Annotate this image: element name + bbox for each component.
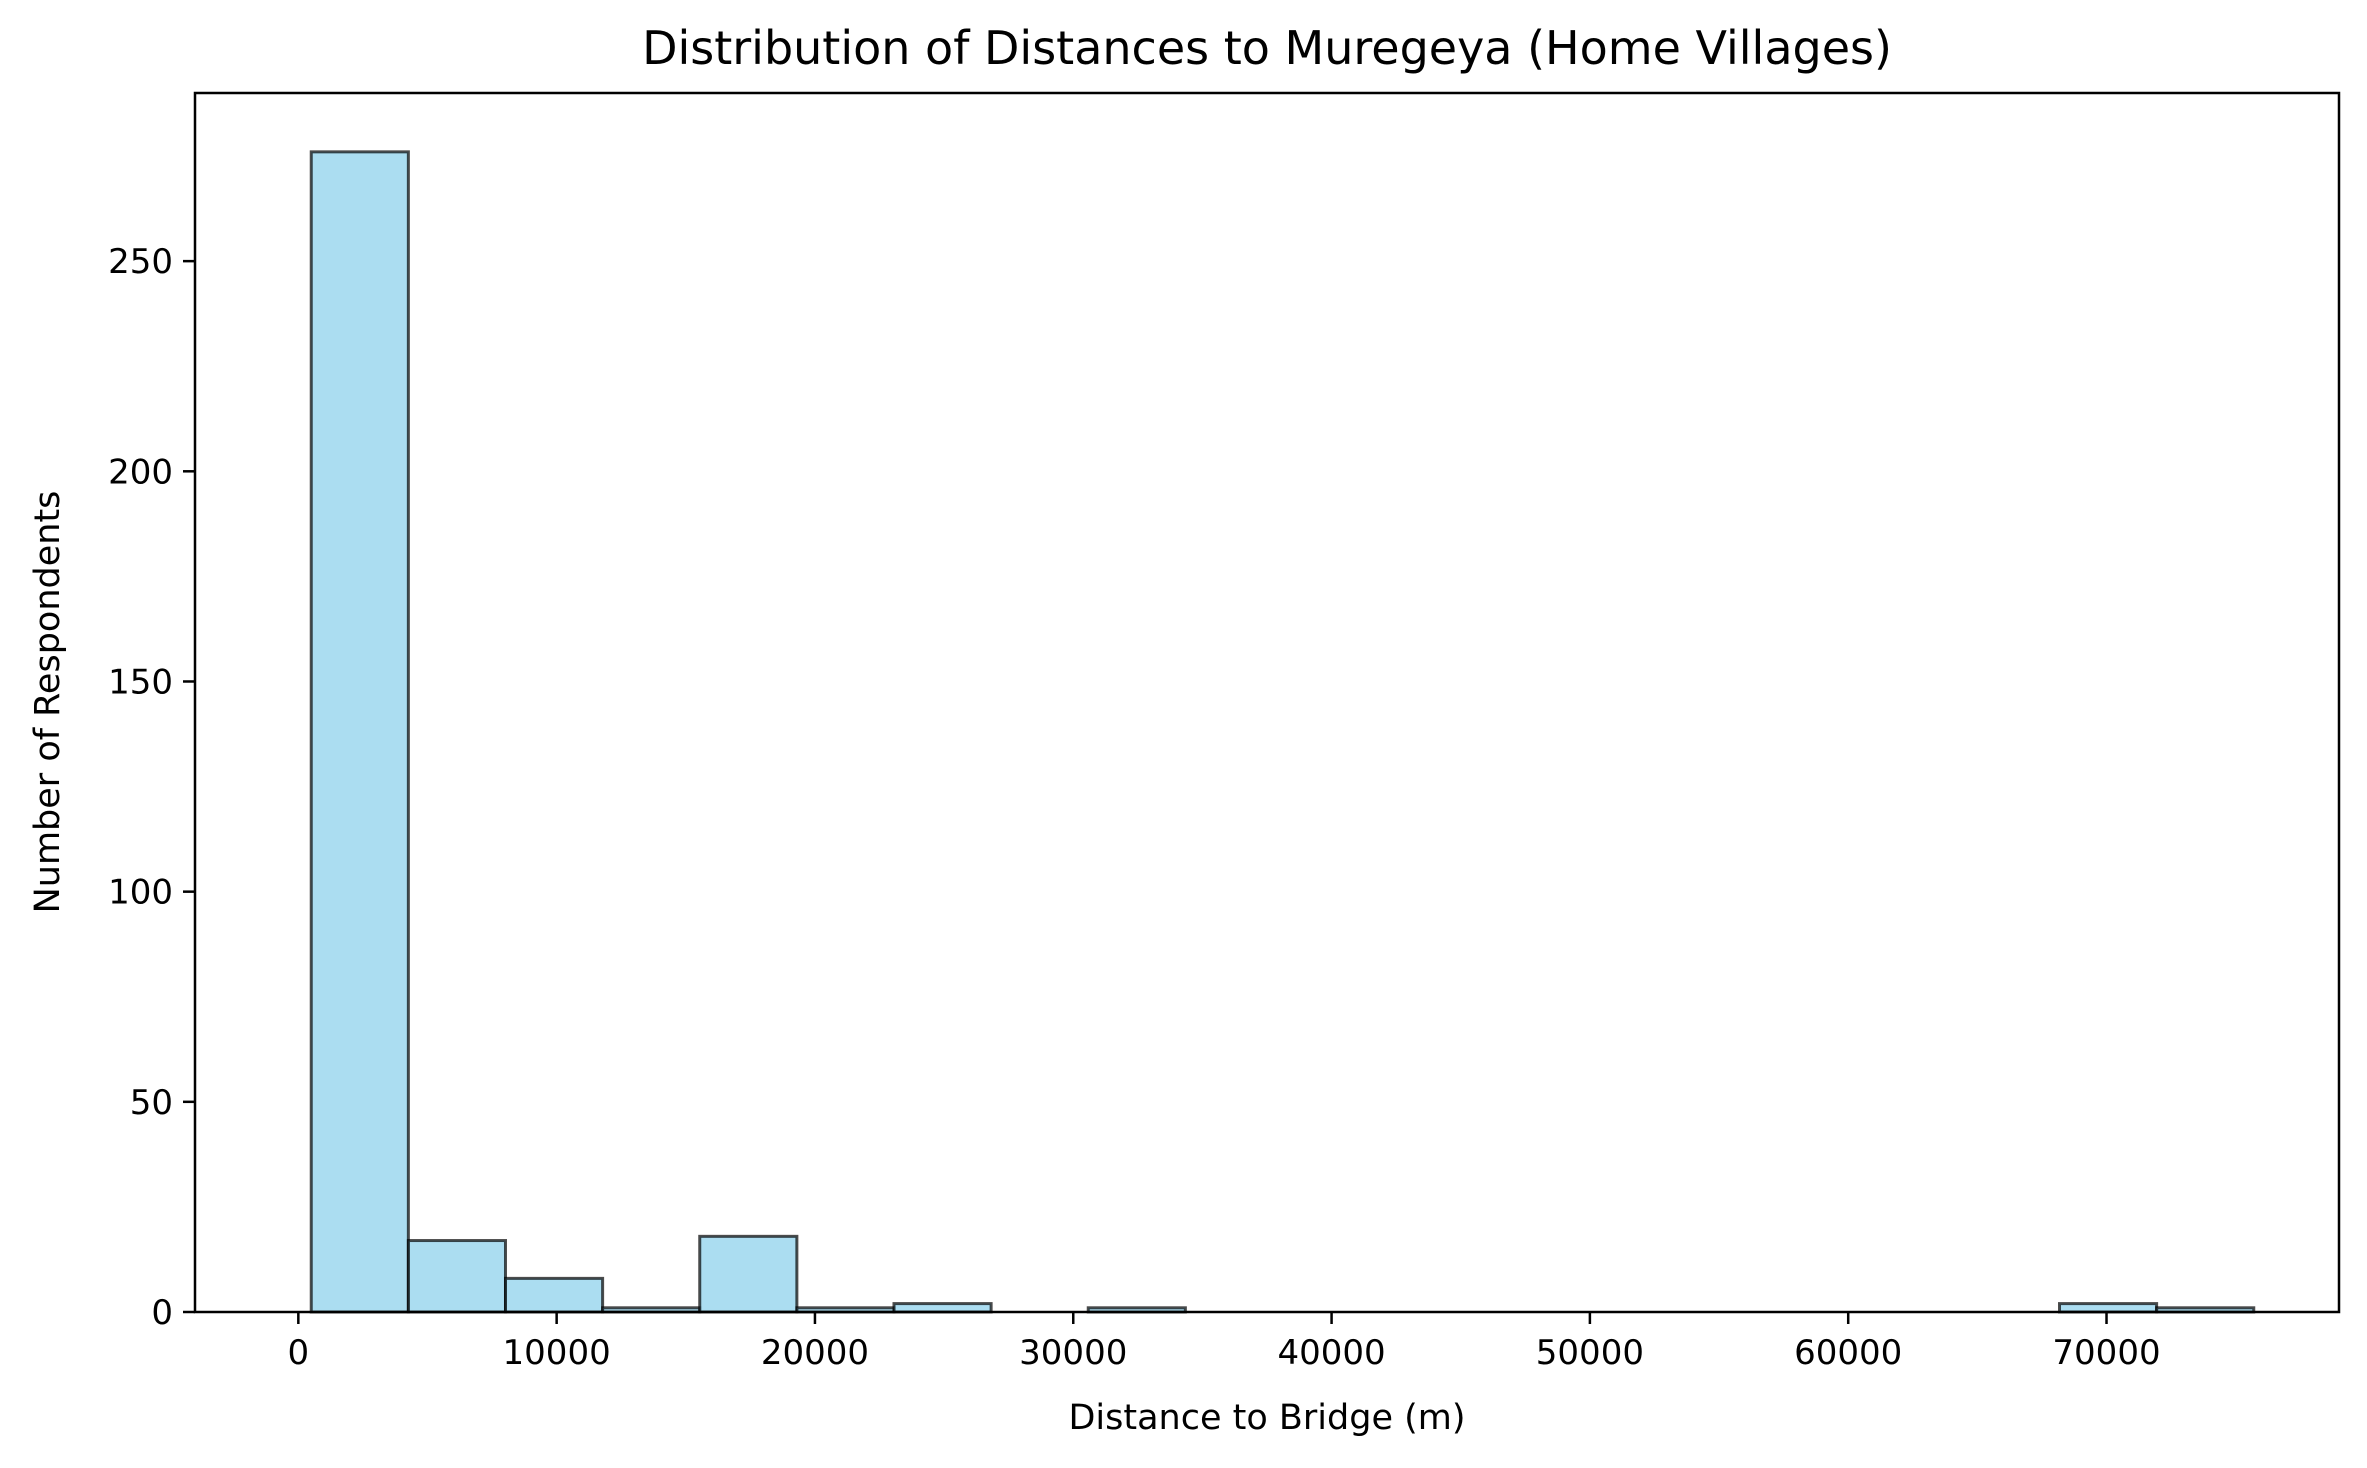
x-tick-label: 30000 — [1019, 1333, 1127, 1373]
x-axis-ticks: 0 10000 20000 30000 40000 50000 60000 70000 — [288, 1312, 2161, 1373]
x-tick-label: 70000 — [2052, 1333, 2160, 1373]
y-axis-ticks: 0 50 100 150 200 250 — [108, 242, 195, 1333]
y-tick-label: 250 — [108, 242, 173, 282]
histogram-bar — [698, 1234, 799, 1314]
chart-title: Distribution of Distances to Muregeya (H… — [642, 21, 1892, 75]
x-tick-label: 40000 — [1277, 1333, 1385, 1373]
y-axis-label: Number of Respondents — [28, 491, 68, 914]
y-tick-label: 0 — [151, 1293, 173, 1333]
bars-group — [309, 150, 2256, 1314]
histogram-bar — [2058, 1302, 2159, 1314]
y-tick-label: 200 — [108, 452, 173, 492]
y-tick-label: 50 — [130, 1083, 173, 1123]
x-tick-label: 60000 — [1794, 1333, 1902, 1373]
x-tick-label: 0 — [288, 1333, 310, 1373]
x-axis-label: Distance to Bridge (m) — [1068, 1398, 1465, 1438]
histogram-bar — [406, 1239, 507, 1314]
x-tick-label: 10000 — [503, 1333, 611, 1373]
y-tick-label: 150 — [108, 662, 173, 702]
histogram-bar — [892, 1302, 993, 1314]
histogram-bar — [503, 1276, 605, 1314]
histogram-bar — [309, 150, 410, 1314]
plot-frame — [193, 91, 2341, 1314]
y-tick-label: 100 — [108, 873, 173, 913]
x-tick-label: 50000 — [1536, 1333, 1644, 1373]
x-tick-label: 20000 — [761, 1333, 869, 1373]
